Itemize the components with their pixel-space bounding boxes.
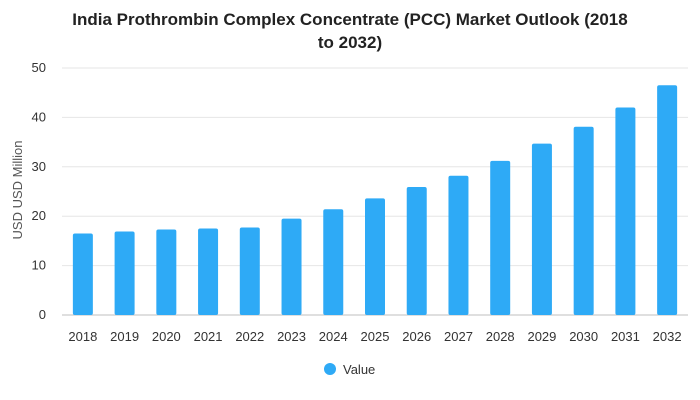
x-axis-ticks: 2018 2019 2020 2021 2022 2023 2024 2025 2026 2027… <box>68 329 681 344</box>
x-tick-label: 2021 <box>194 329 223 344</box>
y-tick-label: 10 <box>32 258 46 273</box>
y-tick-label: 0 <box>39 307 46 322</box>
x-tick-label: 2027 <box>444 329 473 344</box>
x-tick-label: 2026 <box>402 329 431 344</box>
x-tick-label: 2022 <box>235 329 264 344</box>
legend[interactable]: Value <box>324 362 375 377</box>
legend-marker-value <box>324 363 336 375</box>
bar-2027[interactable] <box>448 175 469 315</box>
x-tick-label: 2024 <box>319 329 348 344</box>
bar-2022[interactable] <box>239 227 260 315</box>
x-tick-label: 2018 <box>68 329 97 344</box>
bar-2025[interactable] <box>365 198 385 315</box>
y-tick-label: 30 <box>32 159 46 174</box>
y-tick-label: 50 <box>32 60 46 75</box>
bar-2023[interactable] <box>281 218 302 315</box>
bar-2029[interactable] <box>531 143 552 315</box>
x-tick-label: 2032 <box>653 329 682 344</box>
legend-label-value: Value <box>343 362 375 377</box>
y-axis-label: USD USD Million <box>10 141 25 240</box>
x-tick-label: 2025 <box>361 329 390 344</box>
chart-title-line-2: to 2032) <box>317 33 383 52</box>
x-tick-label: 2023 <box>277 329 306 344</box>
chart-title: India Prothrombin Complex Concentrate (P… <box>0 8 700 54</box>
bar-2019[interactable] <box>114 231 135 315</box>
y-tick-label: 40 <box>32 109 46 124</box>
bar-2021[interactable] <box>198 228 219 315</box>
x-tick-label: 2031 <box>611 329 640 344</box>
x-tick-label: 2030 <box>569 329 598 344</box>
bar-2018[interactable] <box>72 233 93 315</box>
bar-2032[interactable] <box>657 85 678 315</box>
x-tick-label: 2020 <box>152 329 181 344</box>
x-tick-label: 2028 <box>486 329 515 344</box>
bar-2031[interactable] <box>615 107 636 316</box>
x-tick-label: 2029 <box>527 329 556 344</box>
y-tick-label: 20 <box>32 208 46 223</box>
bar-2026[interactable] <box>406 187 427 315</box>
chart-title-line-1: India Prothrombin Complex Concentrate (P… <box>72 10 628 29</box>
bars <box>72 85 678 316</box>
x-tick-label: 2019 <box>110 329 139 344</box>
y-axis-ticks: 0 10 20 30 40 50 <box>32 60 46 322</box>
bar-2020[interactable] <box>156 229 177 315</box>
bar-2024[interactable] <box>323 209 344 315</box>
bar-2028[interactable] <box>490 160 511 315</box>
bar-2030[interactable] <box>573 126 594 315</box>
